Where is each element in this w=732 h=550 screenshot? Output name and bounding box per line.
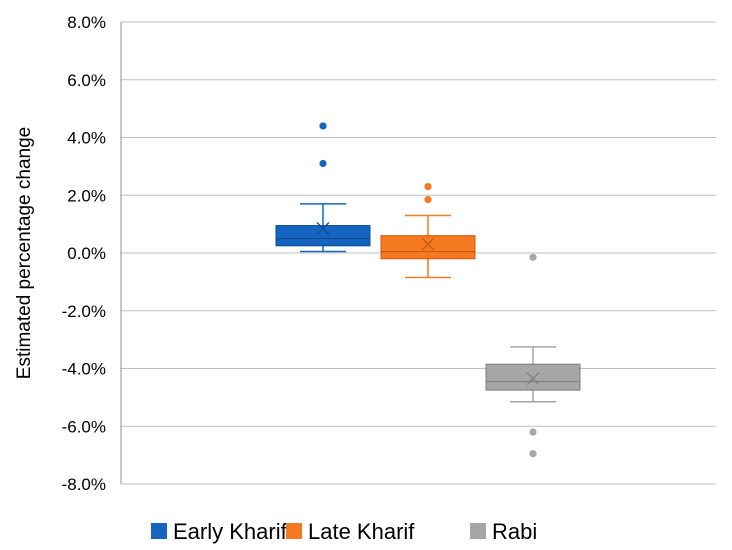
box-iqr bbox=[485, 363, 581, 391]
y-tick-label: -8.0% bbox=[62, 475, 106, 494]
y-tick-label: -4.0% bbox=[62, 360, 106, 379]
outlier-point bbox=[529, 253, 537, 261]
y-axis-ticks: 8.0% 6.0% 4.0% 2.0% 0.0% -2.0% -4.0% -6.0% -8.0% bbox=[62, 13, 106, 494]
mean-marker bbox=[526, 372, 540, 386]
box-series bbox=[275, 122, 581, 458]
y-tick-label: 4.0% bbox=[67, 129, 106, 148]
outlier-point bbox=[529, 450, 537, 458]
y-tick-label: -2.0% bbox=[62, 302, 106, 321]
mean-marker bbox=[316, 221, 330, 235]
legend-swatch-late-kharif bbox=[286, 523, 302, 539]
legend-label-early-kharif: Early Kharif bbox=[173, 519, 288, 544]
y-tick-label: 0.0% bbox=[67, 244, 106, 263]
y-tick-label: 6.0% bbox=[67, 71, 106, 90]
box-late-kharif bbox=[380, 182, 476, 279]
box-rabi bbox=[485, 253, 581, 458]
legend: Early Kharif Late Kharif Rabi bbox=[151, 519, 537, 544]
box-iqr bbox=[275, 225, 371, 247]
box-early-kharif bbox=[275, 122, 371, 253]
outlier-point bbox=[529, 428, 537, 436]
y-tick-label: 2.0% bbox=[67, 186, 106, 205]
outlier-point bbox=[424, 195, 432, 204]
legend-label-late-kharif: Late Kharif bbox=[308, 519, 415, 544]
y-tick-label: 8.0% bbox=[67, 13, 106, 32]
outlier-point bbox=[319, 122, 327, 130]
outlier-point bbox=[424, 182, 432, 191]
y-axis-title: Estimated percentage change bbox=[14, 127, 35, 379]
mean-marker bbox=[421, 237, 435, 251]
box-iqr bbox=[380, 235, 476, 260]
legend-swatch-early-kharif bbox=[151, 523, 167, 539]
legend-label-rabi: Rabi bbox=[492, 519, 537, 544]
outlier-point bbox=[319, 159, 327, 168]
legend-swatch-rabi bbox=[470, 523, 486, 539]
y-tick-label: -6.0% bbox=[62, 417, 106, 436]
